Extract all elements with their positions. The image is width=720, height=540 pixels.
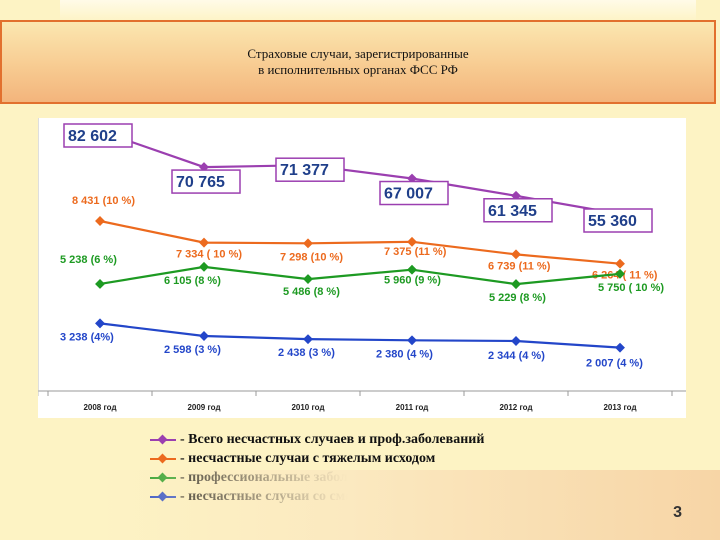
data-label: 6 739 (11 %) [488,260,551,272]
data-label: 2 380 (4 %) [376,348,433,360]
data-point [615,258,625,269]
data-point [199,331,209,341]
page-number: 3 [673,504,682,521]
data-label: 82 602 [68,128,117,145]
legend-item-total: - Всего несчастных случаев и проф.заболе… [150,430,630,449]
data-label: 71 377 [280,162,329,179]
legend-label: - профессиональные заболевания [180,469,393,485]
data-label: 5 229 (8 %) [489,292,546,304]
data-label-box [171,169,241,194]
data-label-box [275,157,345,182]
data-label: 61 345 [488,203,537,220]
data-point [199,237,209,248]
legend-label: - несчастные случаи с тяжелым исходом [180,450,436,466]
legend-item-occupational: - профессиональные заболевания [150,468,630,487]
data-point [407,335,417,346]
data-label: 2 598 (3 %) [164,344,221,356]
data-label-box [583,208,653,233]
data-label: 7 375 (11 %) [384,246,447,258]
x-tick-label: 2013 год [603,403,636,412]
data-label-box [483,198,553,223]
data-point [303,238,313,249]
legend-marker-icon [150,434,176,446]
data-label: 6 105 (8 %) [164,275,221,287]
data-label: 70 765 [176,174,225,191]
series-line [99,219,621,265]
data-label: 5 750 ( 10 %) [598,282,664,294]
series-line [99,265,621,286]
legend-item-severe: - несчастные случаи с тяжелым исходом [150,449,630,468]
data-label-box [379,180,449,206]
data-point [303,274,313,285]
legend-item-fatal: - несчастные случаи со смертельным исход… [150,487,630,506]
data-point [511,336,521,346]
data-label-box [63,123,133,148]
data-point [511,279,521,290]
legend-marker-icon [150,453,176,465]
series-line [99,322,621,349]
data-point [95,216,105,226]
data-label: 2 007 (4 %) [586,358,643,370]
x-tick-label: 2011 год [396,403,429,412]
data-point [615,342,625,353]
x-tick-label: 2009 год [187,403,220,412]
data-label: 55 360 [588,213,637,230]
x-tick-label: 2012 год [499,403,532,412]
data-point [303,334,313,345]
data-label: 2 344 (4 %) [488,350,545,362]
legend: - Всего несчастных случаев и проф.заболе… [150,430,630,506]
x-tick-label: 2008 год [83,403,116,412]
data-label: 7 334 ( 10 %) [176,249,242,261]
data-label: 5 238 (6 %) [60,254,117,266]
data-label: 67 007 [384,186,433,203]
x-tick-label: 2010 год [291,403,324,412]
data-label: 7 298 (10 %) [280,251,343,263]
legend-label: - Всего несчастных случаев и проф.заболе… [180,431,485,447]
data-point [615,268,625,279]
data-point [511,249,521,260]
data-label: 8 431 (10 %) [72,195,135,207]
data-label: 6 264 ( 11 %) [592,270,658,282]
data-label: 2 438 (3 %) [278,347,335,359]
top-strip [60,0,696,22]
data-point [95,318,105,329]
legend-marker-icon [150,472,176,484]
legend-marker-icon [150,491,176,503]
chart-title: Страховые случаи, зарегистрированные в и… [247,46,469,77]
data-label: 3 238 (4%) [60,331,114,343]
line-chart: 2008 год 2009 год 2010 год 2011 год 2012 год… [37,118,686,412]
data-label: 5 960 (9 %) [384,275,441,287]
data-label: 5 486 (8 %) [283,286,340,298]
data-point [199,261,209,272]
data-point [95,278,105,289]
legend-label: - несчастные случаи со смертельным исход… [180,488,470,504]
title-banner: Страховые случаи, зарегистрированные в и… [0,20,716,104]
chart-panel: 2008 год 2009 год 2010 год 2011 год 2012 год… [37,118,686,418]
data-point [407,264,417,275]
